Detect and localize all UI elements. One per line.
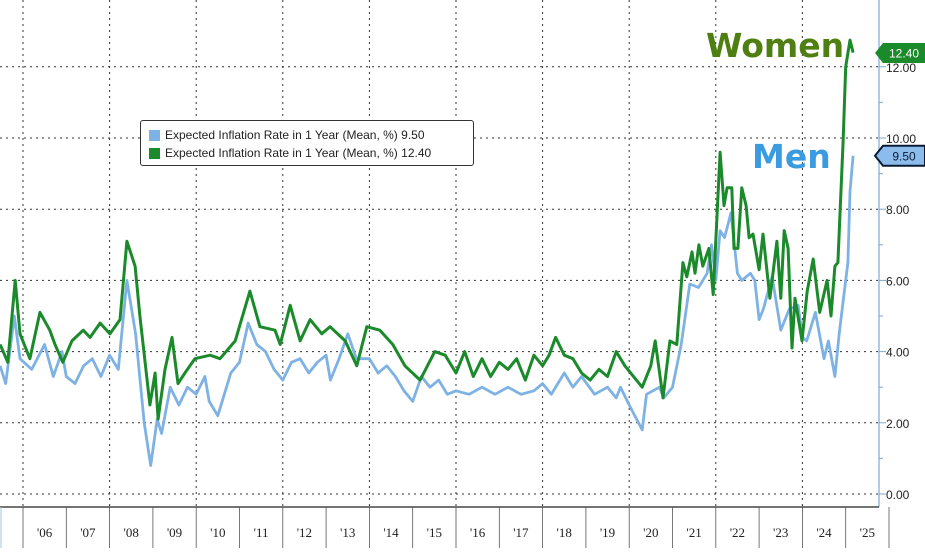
badge-value: 12.40 — [889, 47, 919, 61]
legend-item-women: Expected Inflation Rate in 1 Year (Mean,… — [149, 144, 473, 162]
x-tick-label: '17 — [513, 525, 529, 540]
x-tick-label: '11 — [254, 525, 269, 540]
x-tick-label: '23 — [773, 525, 788, 540]
x-tick-label: '16 — [470, 525, 486, 540]
x-tick-label: '08 — [124, 525, 139, 540]
legend-item-men: Expected Inflation Rate in 1 Year (Mean,… — [149, 126, 473, 144]
legend-value-men: 9.50 — [401, 128, 425, 142]
x-tick-label: '24 — [816, 525, 832, 540]
x-tick-label: '13 — [340, 525, 355, 540]
last-value-badge-men: 9.50 — [873, 144, 925, 167]
legend-label-women: Expected Inflation Rate in 1 Year (Mean,… — [165, 146, 398, 160]
series-lines — [0, 38, 855, 467]
legend: Expected Inflation Rate in 1 Year (Mean,… — [140, 120, 474, 166]
x-tick-label: '07 — [80, 525, 96, 540]
series-line-women — [0, 38, 855, 421]
legend-swatch-men — [149, 129, 160, 141]
x-tick-label: '09 — [167, 525, 182, 540]
x-tick-label: '12 — [297, 525, 312, 540]
x-tick-label: '18 — [557, 525, 572, 540]
x-tick-label: '20 — [643, 525, 658, 540]
x-tick-label: '14 — [383, 525, 399, 540]
annotation-women: Women — [706, 26, 845, 65]
y-tick-label: 2.00 — [886, 417, 910, 431]
x-tick-label: '15 — [427, 525, 442, 540]
legend-label-men: Expected Inflation Rate in 1 Year (Mean,… — [165, 128, 398, 142]
legend-value-women: 12.40 — [401, 146, 432, 160]
x-tick-label: '22 — [730, 525, 745, 540]
y-tick-label: 6.00 — [886, 274, 910, 288]
annotation-men: Men — [752, 137, 831, 176]
axes: 0.00 2.00 4.00 6.00 8.00 10.00 12.00 '06 '07 '08 '… — [0, 0, 925, 548]
y-tick-label: 10.00 — [886, 132, 916, 146]
badge-shape — [873, 144, 925, 167]
y-tick-label: 4.00 — [886, 346, 910, 360]
x-tick-label: '25 — [860, 525, 875, 540]
legend-swatch-women — [149, 147, 160, 159]
y-tick-label: 12.00 — [886, 61, 916, 75]
badge-shape — [875, 43, 925, 63]
last-value-badge-women: 12.40 — [875, 43, 925, 63]
x-tick-label: '06 — [37, 525, 53, 540]
series-line-men — [0, 155, 855, 467]
y-tick-label: 0.00 — [886, 488, 910, 502]
x-tick-label: '19 — [600, 525, 615, 540]
x-tick-label: '21 — [686, 525, 701, 540]
x-tick-label: '10 — [210, 525, 225, 540]
badge-value: 9.50 — [892, 149, 916, 163]
y-tick-label: 8.00 — [886, 203, 910, 217]
